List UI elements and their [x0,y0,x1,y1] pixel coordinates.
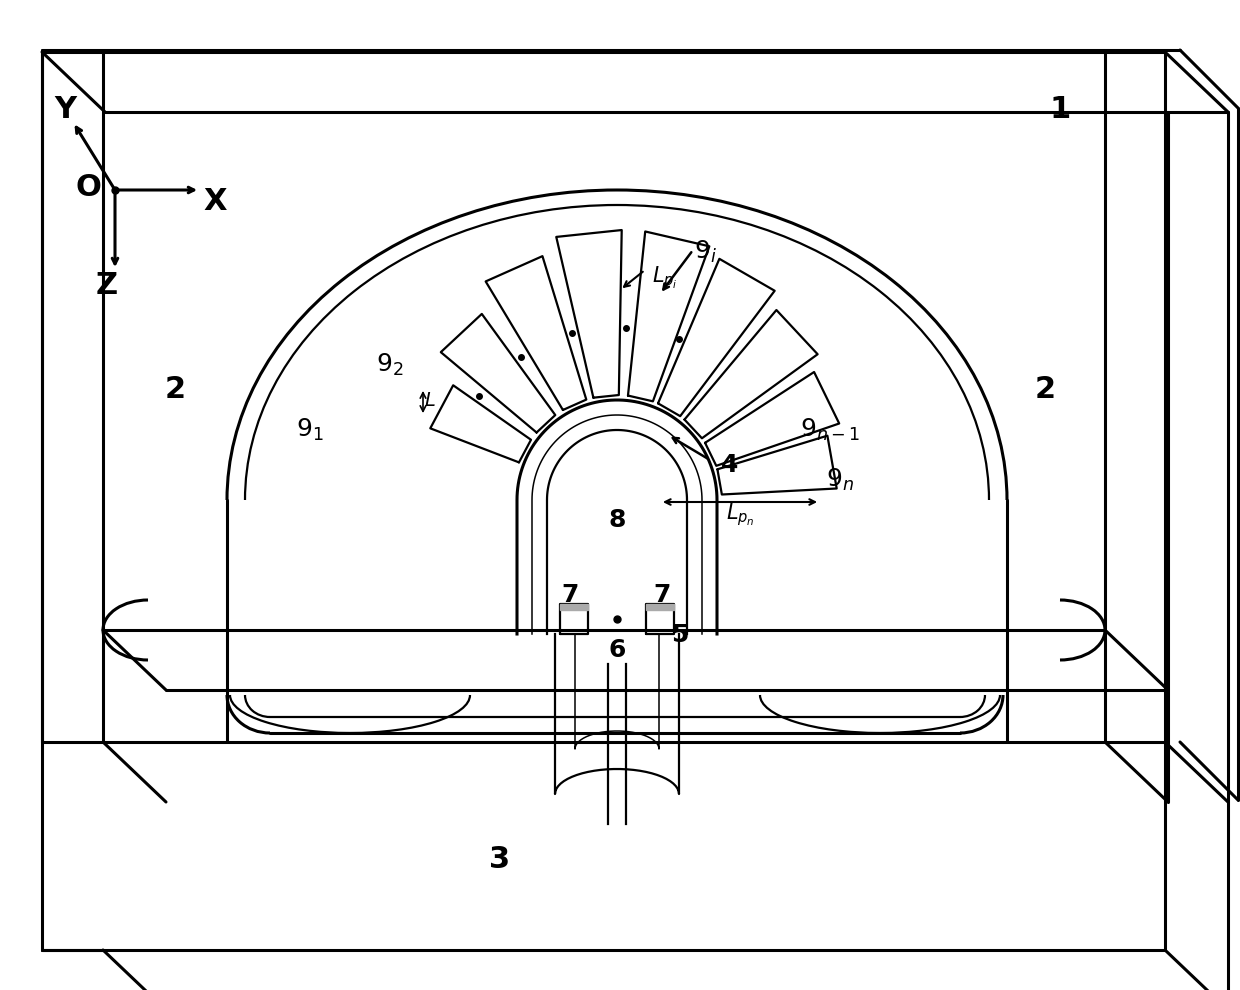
Text: $9_1$: $9_1$ [296,417,324,444]
Text: 3: 3 [490,845,511,874]
Polygon shape [718,436,837,494]
Polygon shape [440,314,556,433]
Text: $L_{p_i}$: $L_{p_i}$ [652,264,678,291]
Text: $9_2$: $9_2$ [376,351,404,378]
Text: 2: 2 [165,375,186,405]
Text: $9_i$: $9_i$ [693,239,717,265]
Text: Z: Z [95,270,118,300]
Text: O: O [76,173,100,203]
Text: X: X [203,187,227,217]
Polygon shape [684,310,817,439]
Text: 2: 2 [1034,375,1055,405]
Polygon shape [486,256,587,410]
Polygon shape [658,258,775,416]
Polygon shape [560,604,588,610]
Text: $9_{n-1}$: $9_{n-1}$ [800,417,861,444]
Polygon shape [557,230,621,398]
Text: $L_{p_n}$: $L_{p_n}$ [725,502,754,529]
Text: 7: 7 [653,583,671,607]
Text: 7: 7 [562,583,579,607]
Text: 8: 8 [609,508,626,532]
Text: 1: 1 [1049,95,1070,125]
Text: $L$: $L$ [424,390,435,410]
Text: 6: 6 [609,638,626,662]
Polygon shape [706,372,839,466]
Polygon shape [430,385,531,462]
Text: Y: Y [55,95,76,125]
Text: 4: 4 [722,453,739,477]
Polygon shape [646,604,675,610]
Text: $9_n$: $9_n$ [826,467,854,493]
Polygon shape [627,232,709,401]
Text: 5: 5 [671,623,688,647]
